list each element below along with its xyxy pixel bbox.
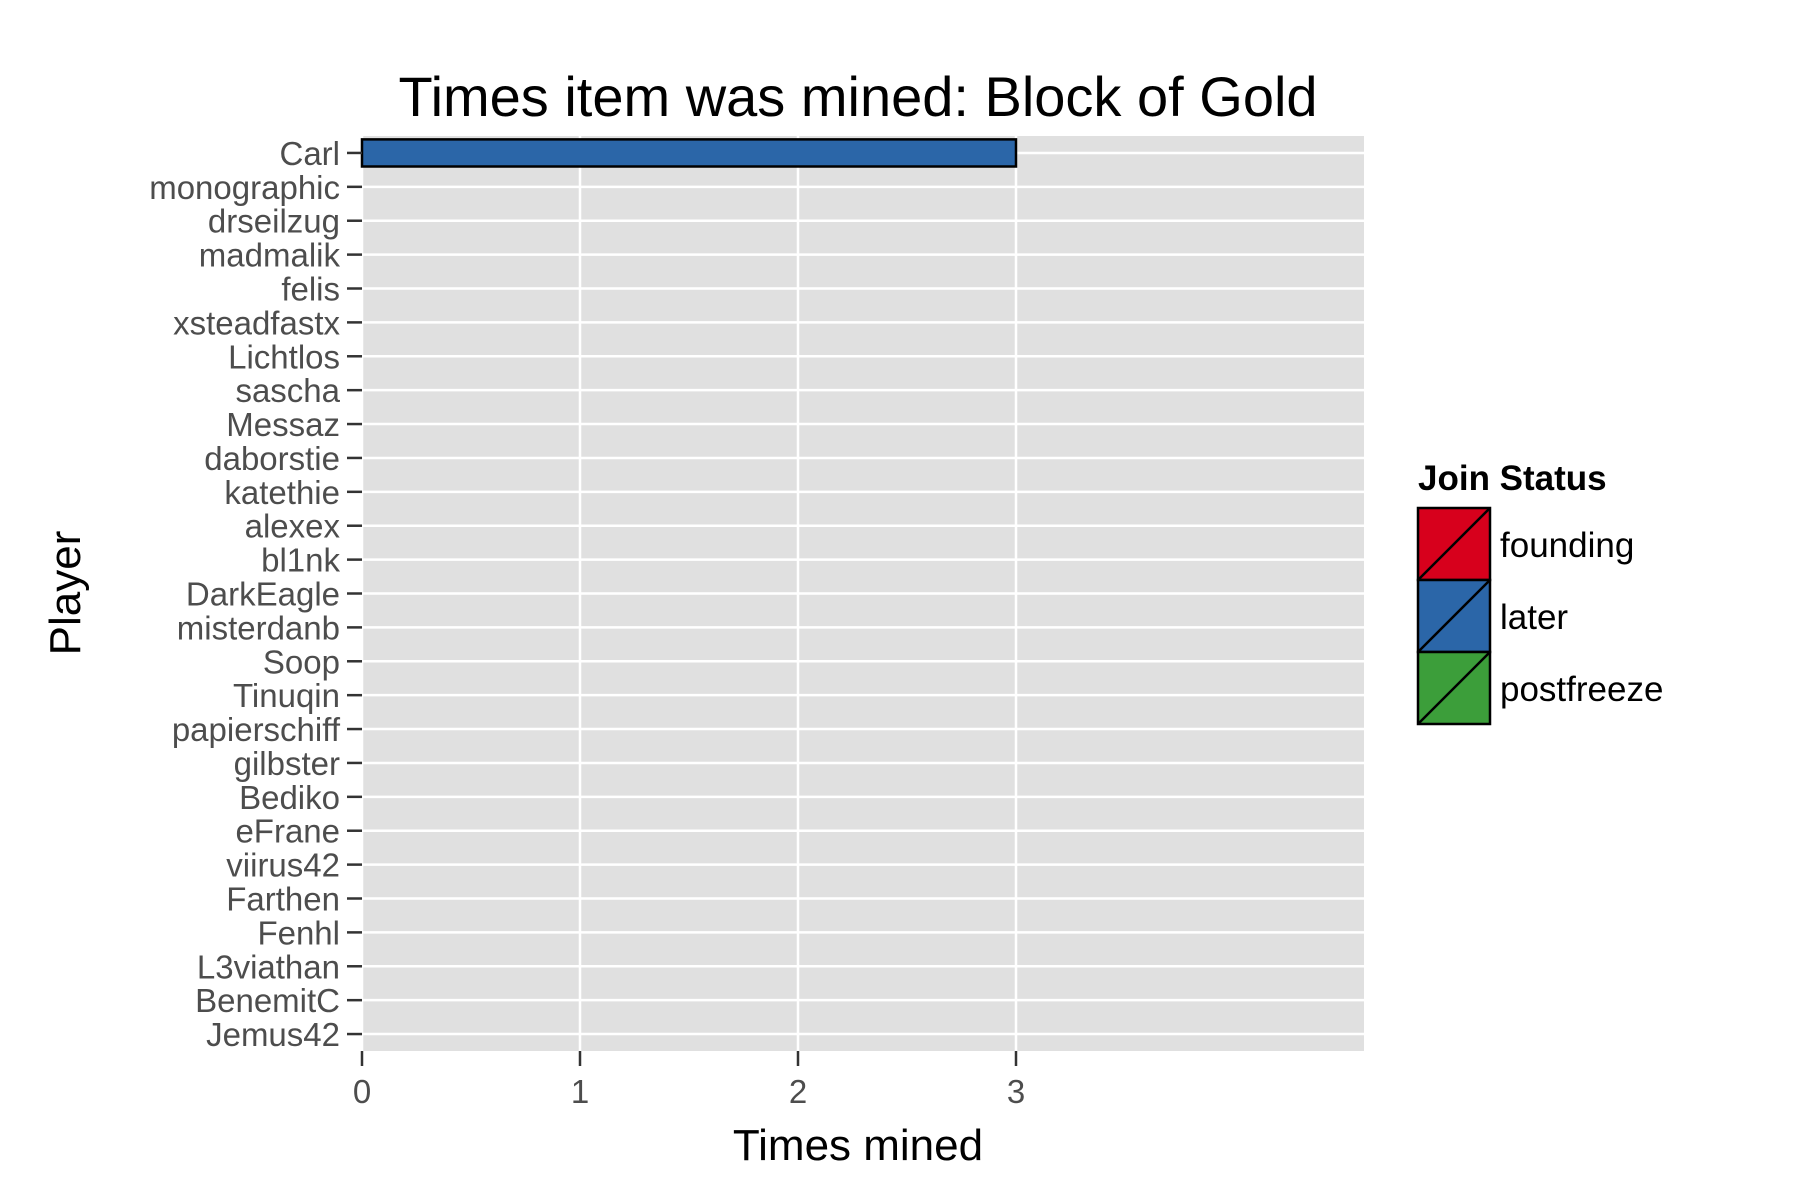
y-tick-label: Jemus42	[206, 1016, 340, 1053]
y-tick-label: bl1nk	[261, 542, 340, 579]
legend-label: founding	[1500, 526, 1634, 565]
y-tick-label: xsteadfastx	[173, 304, 340, 341]
y-tick-label: drseilzug	[208, 203, 340, 240]
y-tick-label: DarkEagle	[186, 576, 340, 613]
legend-key-slash	[1417, 579, 1491, 653]
legend-title: Join Status	[1418, 459, 1607, 498]
y-axis: Carlmonographicdrseilzugmadmalikfelisxst…	[149, 135, 362, 1053]
x-tick-label: 3	[1007, 1073, 1025, 1110]
y-tick-label: sascha	[235, 372, 340, 409]
legend-label: postfreeze	[1500, 670, 1663, 709]
y-tick-label: Tinuqin	[233, 677, 340, 714]
y-tick-label: Carl	[279, 135, 340, 172]
x-tick-label: 1	[571, 1073, 589, 1110]
x-axis-title: Times mined	[733, 1121, 983, 1170]
y-tick-label: Bediko	[239, 779, 340, 816]
y-tick-label: Soop	[263, 643, 340, 680]
y-tick-label: misterdanb	[177, 609, 340, 646]
x-axis: 0 1 2 3	[353, 1051, 1025, 1110]
y-tick-label: gilbster	[234, 745, 340, 782]
y-tick-label: Fenhl	[257, 914, 340, 951]
legend-item-postfreeze: postfreeze	[1416, 650, 1663, 726]
y-tick-label: monographic	[149, 169, 340, 206]
y-axis-title: Player	[41, 531, 90, 656]
bar	[360, 138, 1018, 168]
y-tick-label: eFrane	[235, 813, 340, 850]
y-tick-label: BenemitC	[195, 982, 340, 1019]
legend-label: later	[1500, 598, 1568, 637]
y-tick-label: daborstie	[204, 440, 340, 477]
bars	[360, 138, 1018, 168]
y-tick-label: Messaz	[226, 406, 340, 443]
y-tick-label: viirus42	[226, 847, 340, 884]
legend-item-founding: founding	[1416, 506, 1634, 582]
legend-key-slash	[1417, 507, 1491, 581]
chart-title: Times item was mined: Block of Gold	[398, 65, 1317, 128]
x-tick-label: 0	[353, 1073, 371, 1110]
legend-item-later: later	[1416, 578, 1568, 654]
y-tick-label: alexex	[245, 508, 341, 545]
y-tick-label: madmalik	[199, 237, 341, 274]
y-tick-label: papierschiff	[172, 711, 341, 748]
legend: Join Status founding later postfreeze	[1416, 459, 1663, 726]
y-tick-label: Lichtlos	[228, 338, 340, 375]
legend-key-slash	[1417, 651, 1491, 725]
y-tick-label: L3viathan	[197, 948, 340, 985]
y-tick-label: katethie	[224, 474, 340, 511]
y-tick-label: felis	[281, 271, 340, 308]
grid-lines	[360, 136, 1364, 1051]
y-tick-label: Farthen	[226, 881, 340, 918]
x-tick-label: 2	[789, 1073, 807, 1110]
